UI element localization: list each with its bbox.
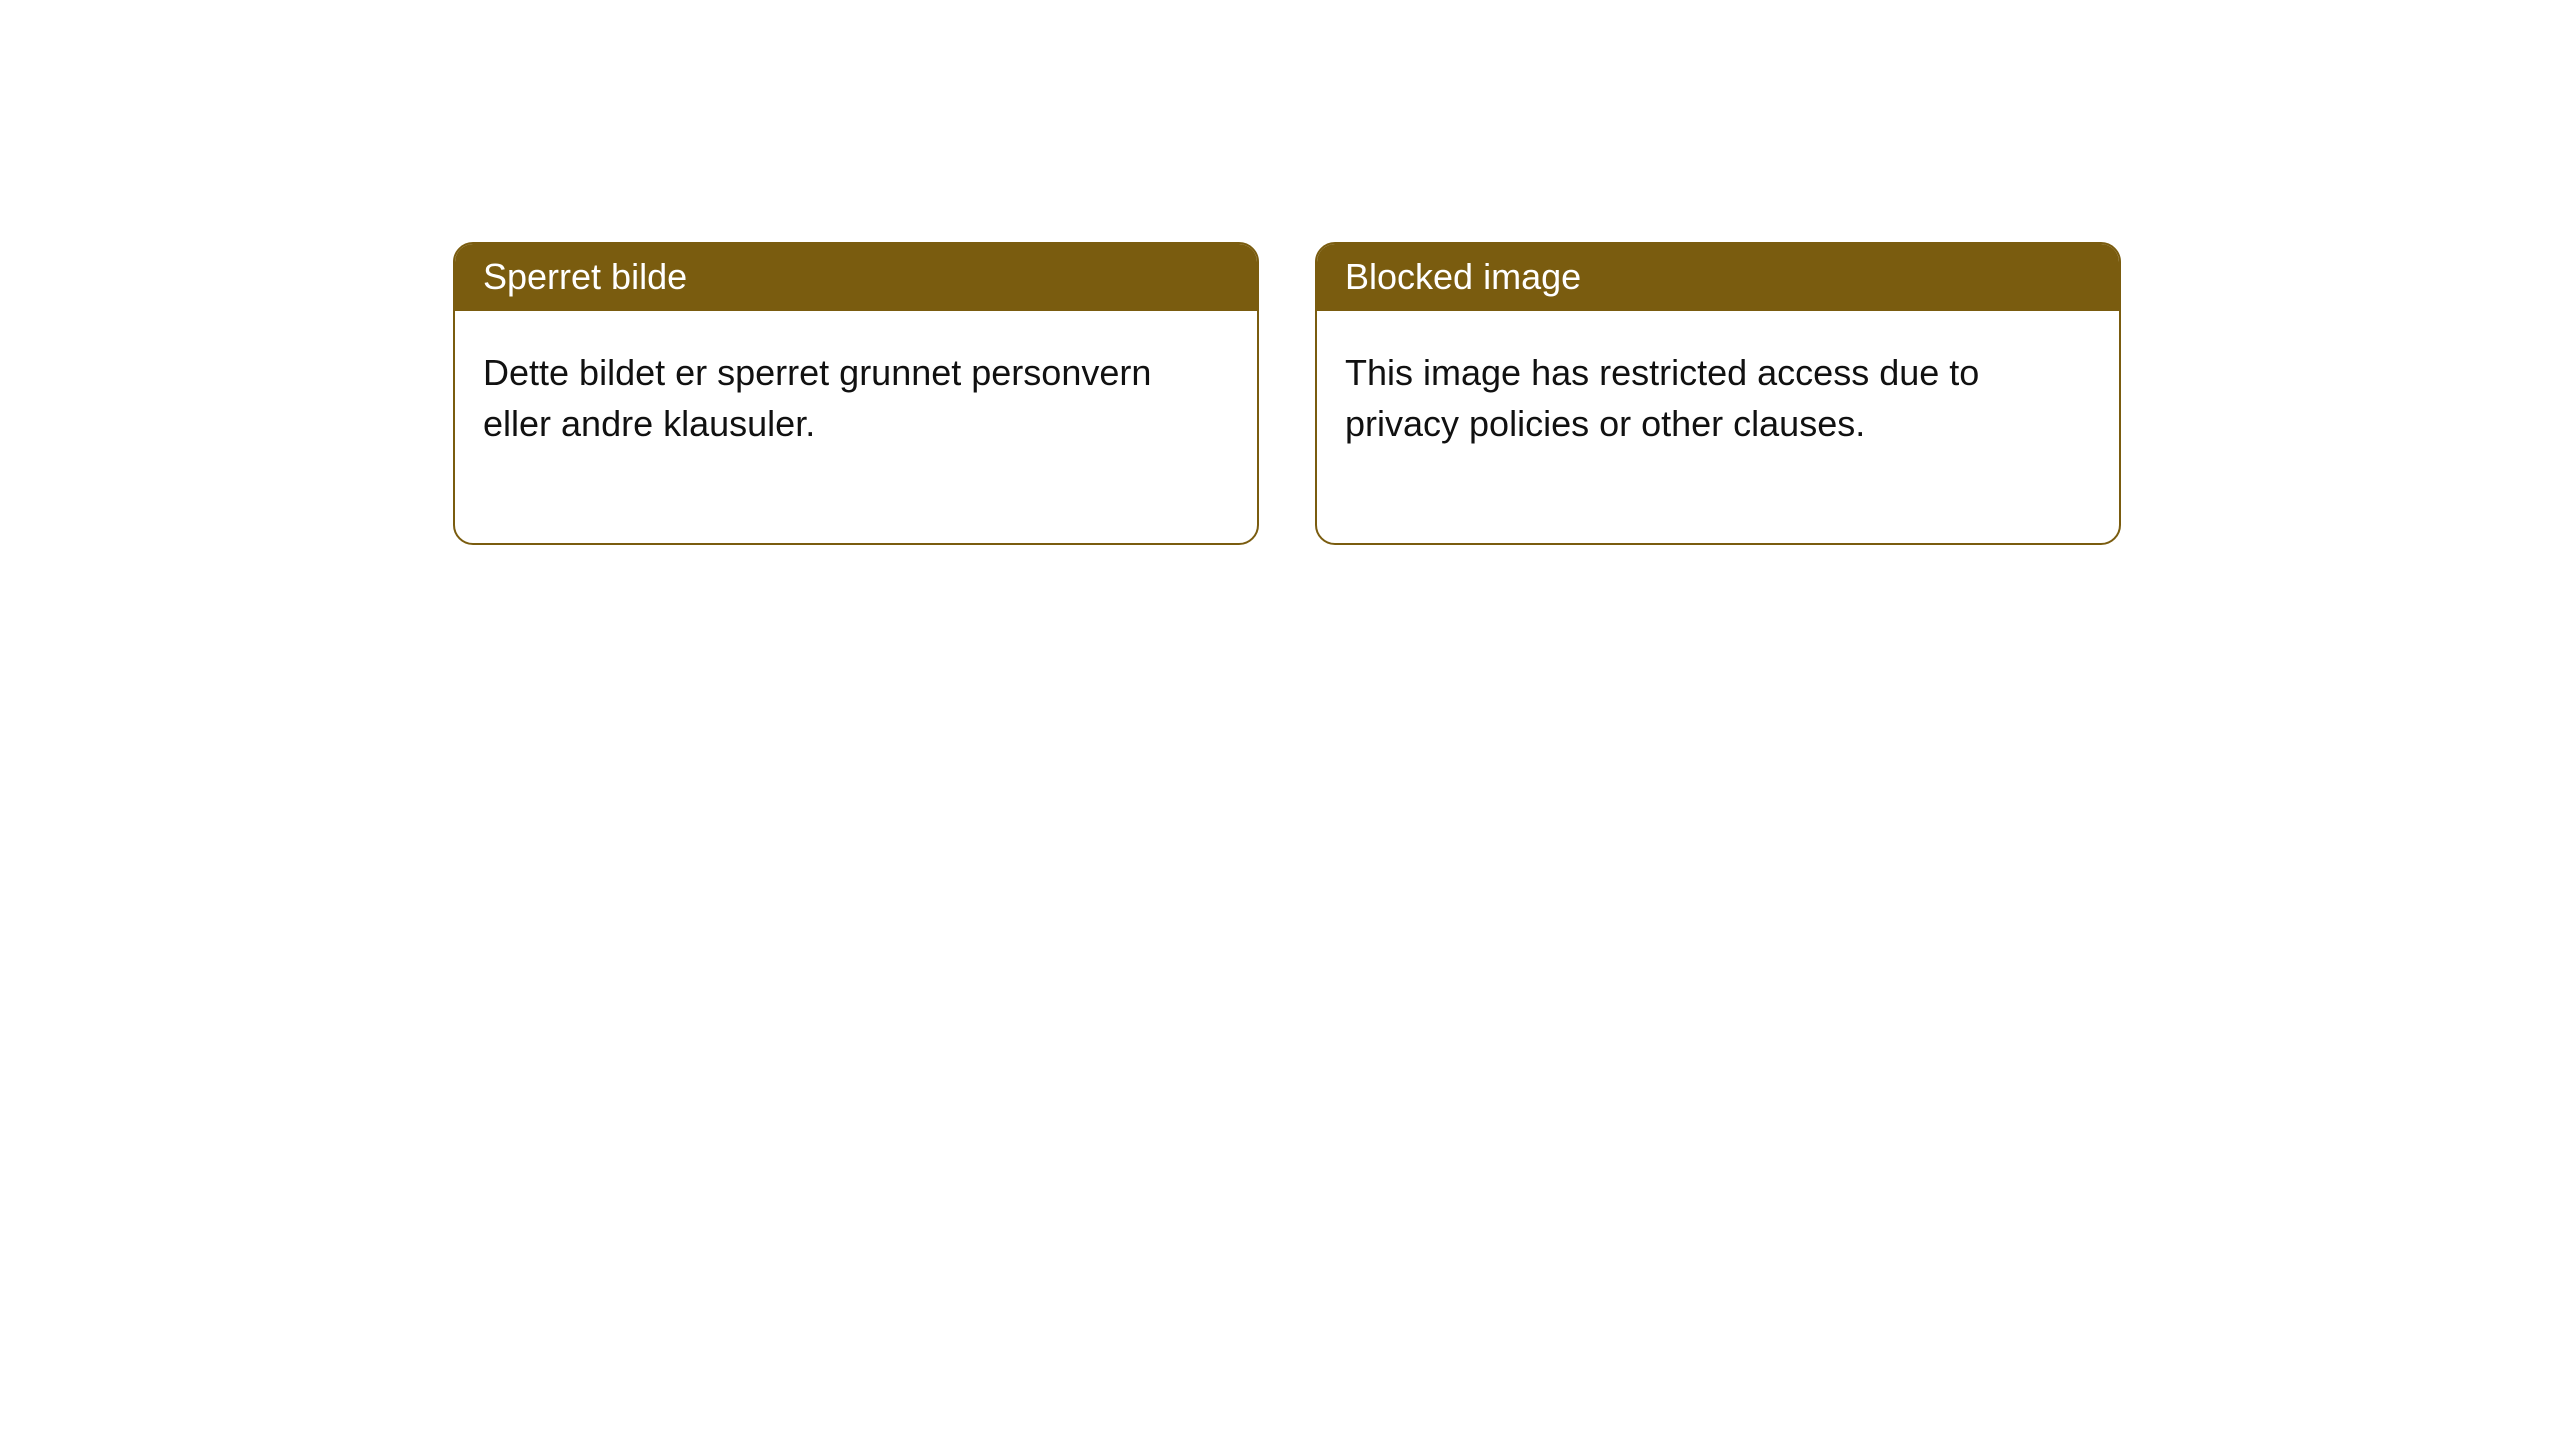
notice-header: Sperret bilde [455, 244, 1257, 311]
notice-card-norwegian: Sperret bilde Dette bildet er sperret gr… [453, 242, 1259, 545]
notice-container: Sperret bilde Dette bildet er sperret gr… [0, 0, 2560, 545]
notice-body: This image has restricted access due to … [1317, 311, 2119, 543]
notice-body: Dette bildet er sperret grunnet personve… [455, 311, 1257, 543]
notice-card-english: Blocked image This image has restricted … [1315, 242, 2121, 545]
notice-header: Blocked image [1317, 244, 2119, 311]
